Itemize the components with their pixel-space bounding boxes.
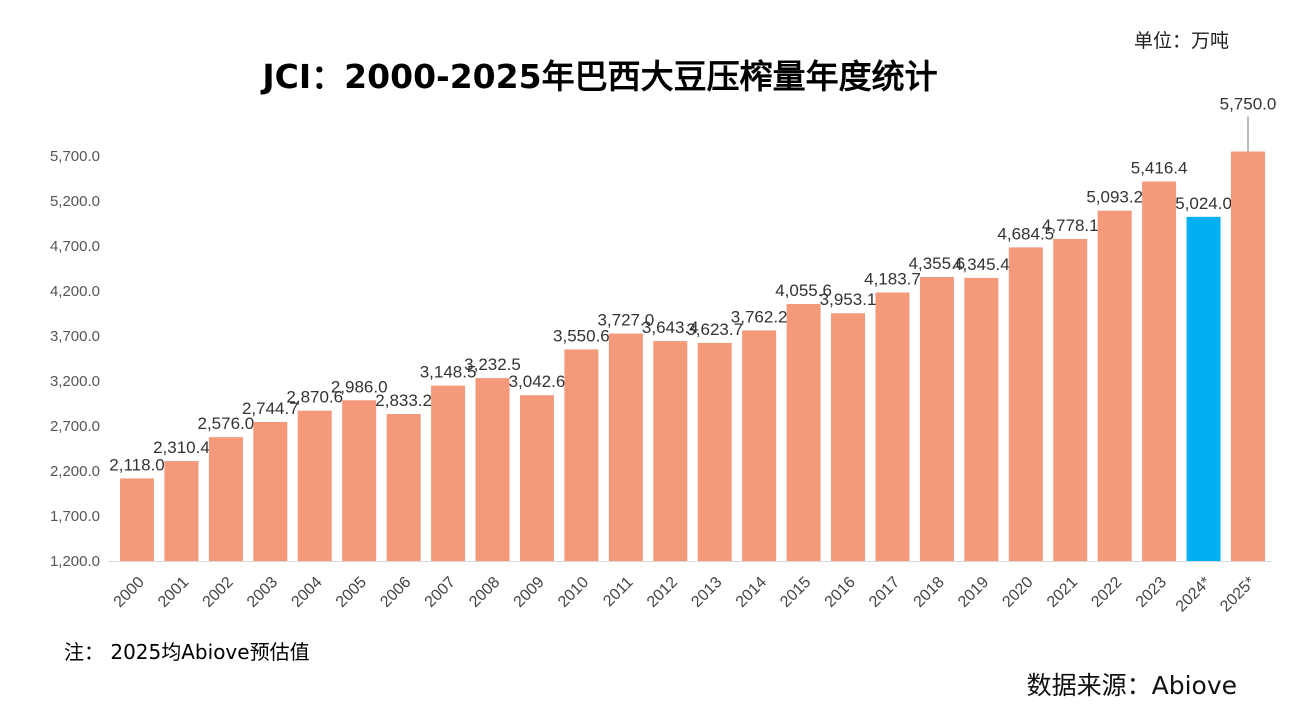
- data-label: 3,042.6: [509, 372, 566, 391]
- x-tick-label: 2018: [911, 574, 948, 611]
- x-tick-label: 2004: [288, 574, 325, 611]
- bar-2015: [786, 303, 821, 561]
- bar-2018: [919, 276, 954, 561]
- data-label: 2,118.0: [109, 455, 164, 474]
- data-label: 3,727.0: [597, 311, 654, 330]
- data-label: 5,024.0: [1175, 194, 1232, 213]
- data-label: 3,623.7: [686, 320, 743, 339]
- data-label: 3,762.2: [731, 307, 788, 326]
- data-source: 数据来源：Abiove: [1026, 671, 1237, 700]
- data-label: 5,750.0: [1220, 95, 1277, 114]
- data-label: 4,183.7: [864, 269, 921, 288]
- x-tick-label: 2010: [555, 574, 592, 611]
- bar-2010: [564, 349, 599, 561]
- x-tick-label: 2024*: [1173, 574, 1215, 616]
- y-tick-label: 3,200.0: [50, 373, 100, 390]
- x-tick-label: 2025*: [1217, 574, 1259, 616]
- bar-2014: [742, 330, 777, 561]
- bar-2025-forecast: [1231, 151, 1265, 561]
- bar-2012: [653, 341, 688, 561]
- bar-2022: [1097, 210, 1132, 561]
- bar-2020: [1008, 247, 1043, 561]
- data-label: 2,744.7: [242, 399, 299, 418]
- x-tick-label: 2008: [466, 574, 503, 611]
- y-tick-label: 4,700.0: [50, 238, 100, 255]
- bar-2019: [964, 277, 999, 561]
- data-label: 2,310.4: [153, 438, 210, 457]
- x-tick-label: 2006: [377, 574, 414, 611]
- footnote: 注： 2025均Abiove预估值: [64, 640, 310, 664]
- y-tick-label: 5,700.0: [50, 148, 100, 165]
- x-tick-label: 2009: [511, 574, 548, 611]
- data-label: 4,345.4: [953, 255, 1010, 274]
- data-label: 3,232.5: [464, 355, 521, 374]
- bar-2002: [208, 437, 243, 561]
- bar-2004: [297, 410, 332, 561]
- data-label: 2,833.2: [375, 391, 432, 410]
- bar-2013: [697, 342, 732, 561]
- x-tick-label: 2016: [822, 574, 859, 611]
- bar-2001: [164, 461, 199, 561]
- y-tick-label: 1,700.0: [50, 508, 100, 525]
- data-label: 4,355.6: [909, 254, 966, 273]
- bar-2009: [519, 395, 554, 561]
- data-label: 4,055.6: [775, 281, 832, 300]
- x-tick-label: 2007: [422, 574, 459, 611]
- bar-2000: [120, 478, 154, 561]
- bar-2021: [1053, 238, 1088, 561]
- y-tick-label: 5,200.0: [50, 193, 100, 210]
- data-label: 3,148.5: [420, 363, 477, 382]
- bar-2007: [431, 385, 466, 561]
- bar-2016: [831, 313, 866, 561]
- bar-2024-forecast: [1186, 216, 1221, 561]
- x-tick-label: 2005: [333, 574, 370, 611]
- data-label: 3,953.1: [820, 290, 877, 309]
- x-tick-label: 2023: [1133, 574, 1170, 611]
- bar-2017: [875, 292, 910, 561]
- x-tick-label: 2001: [155, 574, 192, 611]
- y-tick-label: 2,700.0: [50, 418, 100, 435]
- x-tick-label: 2002: [200, 574, 237, 611]
- data-label: 2,870.6: [286, 388, 343, 407]
- chart-title: JCI：2000-2025年巴西大豆压榨量年度统计: [262, 57, 938, 96]
- bar-2023: [1142, 181, 1177, 562]
- data-label: 2,576.0: [198, 414, 255, 433]
- x-tick-label: 2019: [955, 574, 992, 611]
- data-label: 4,684.5: [997, 224, 1054, 243]
- data-label: 4,778.1: [1042, 216, 1099, 235]
- x-tick-label: 2021: [1044, 574, 1081, 611]
- data-label: 2,986.0: [331, 377, 388, 396]
- x-tick-label: 2022: [1088, 574, 1125, 611]
- bar-2006: [386, 414, 421, 561]
- x-tick-label: 2020: [999, 574, 1036, 611]
- bar-2003: [253, 421, 288, 561]
- bar-2011: [608, 333, 643, 561]
- bar-2005: [342, 400, 377, 561]
- y-tick-label: 2,200.0: [50, 463, 100, 480]
- y-tick-label: 1,200.0: [50, 553, 100, 570]
- x-tick-label: 2017: [866, 574, 903, 611]
- x-tick-label: 2013: [688, 574, 725, 611]
- data-label: 5,416.4: [1131, 159, 1188, 178]
- x-tick-label: 2000: [111, 574, 148, 611]
- unit-label: 单位：万吨: [1133, 30, 1229, 52]
- data-label: 3,550.6: [553, 326, 610, 345]
- x-tick-label: 2012: [644, 574, 681, 611]
- y-tick-label: 4,200.0: [50, 283, 100, 300]
- x-tick-label: 2015: [777, 574, 814, 611]
- x-tick-label: 2003: [244, 574, 281, 611]
- y-tick-label: 3,700.0: [50, 328, 100, 345]
- x-tick-label: 2014: [733, 574, 770, 611]
- bar-2008: [475, 378, 510, 561]
- data-label: 3,643.4: [642, 318, 699, 337]
- x-tick-label: 2011: [600, 574, 636, 610]
- data-label: 5,093.2: [1086, 188, 1143, 207]
